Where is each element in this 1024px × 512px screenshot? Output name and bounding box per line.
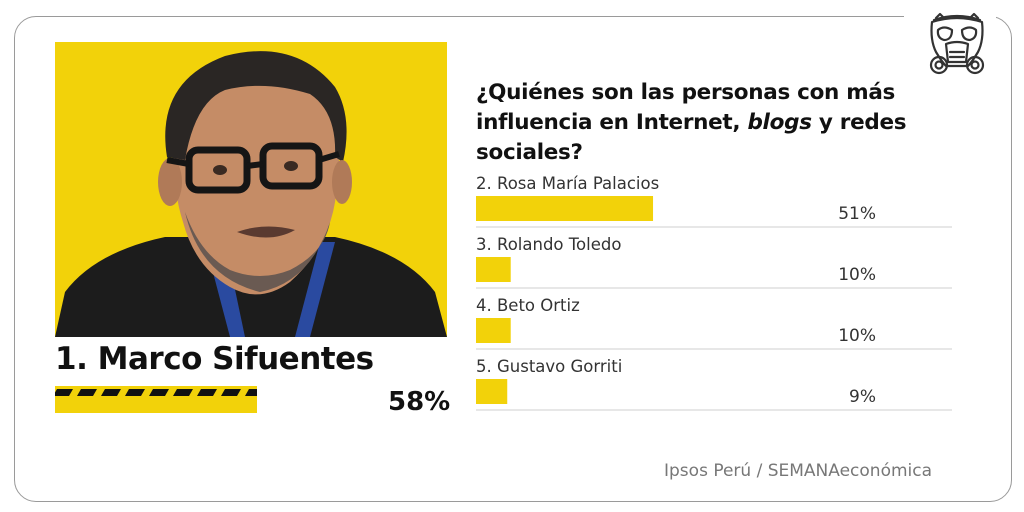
row-name-3: 4. Beto Ortiz: [476, 296, 580, 315]
question-line-2-end: y redes sociales?: [476, 110, 907, 165]
row-bar-2: [476, 257, 511, 282]
person-portrait-photo: [55, 42, 447, 337]
row-bar-1: [476, 196, 654, 221]
question-line-2-start: influencia en Internet,: [476, 110, 748, 135]
row-bar-4: [476, 379, 508, 404]
question-line-1: ¿Quiénes son las personas con más: [476, 80, 896, 105]
winner-bar: [55, 386, 257, 413]
row-percentage-2: 10%: [838, 265, 876, 285]
row-name-2: 3. Rolando Toledo: [476, 235, 621, 254]
winner-bar-stripes: [55, 389, 257, 396]
winner-photo: [55, 42, 447, 337]
question-line-2: influencia en Internet, blogs y redes so…: [476, 108, 1016, 168]
chart-question-title: ¿Quiénes son las personas con más influe…: [476, 78, 1016, 168]
winner-name: 1. Marco Sifuentes: [55, 341, 374, 377]
row-percentage-1: 51%: [838, 204, 876, 224]
row-name-4: 5. Gustavo Gorriti: [476, 357, 622, 376]
row-name-1: 2. Rosa María Palacios: [476, 174, 659, 193]
row-percentage-3: 10%: [838, 326, 876, 346]
question-line-2-emphasis: blogs: [747, 110, 812, 135]
row-bar-3: [476, 318, 511, 343]
gas-mask-icon: [929, 12, 985, 75]
source-credit: Ipsos Perú / SEMANAeconómica: [664, 461, 933, 481]
row-percentage-4: 9%: [849, 387, 876, 407]
winner-percentage: 58%: [388, 387, 451, 417]
